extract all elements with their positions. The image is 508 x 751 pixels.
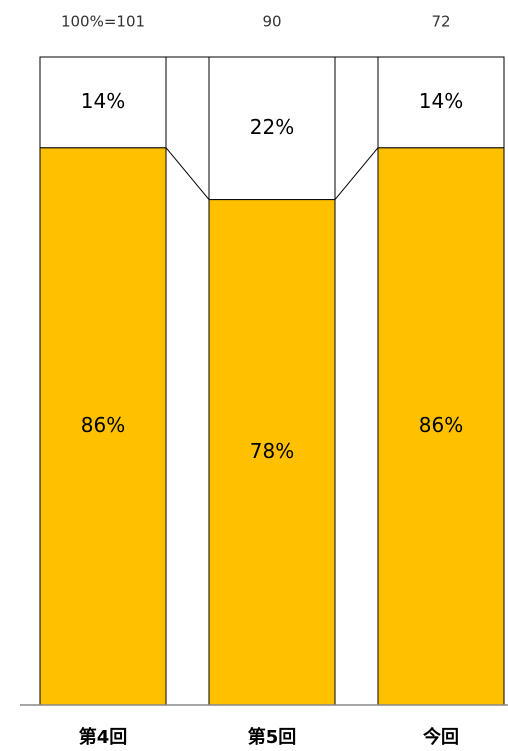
total-label: 90	[262, 13, 281, 31]
bar-segment	[377, 56, 505, 149]
bar-segment	[39, 147, 167, 706]
data-label: 14%	[81, 89, 125, 113]
bar-segment	[208, 56, 336, 201]
data-label: 22%	[250, 115, 294, 139]
data-label: 86%	[419, 413, 463, 437]
total-label: 100%=101	[61, 13, 145, 31]
data-label: 78%	[250, 439, 294, 463]
total-label: 72	[431, 13, 450, 31]
x-tick-label: 今回	[423, 726, 459, 748]
data-label: 14%	[419, 89, 463, 113]
bar-segment	[377, 147, 505, 706]
x-tick-label: 第5回	[248, 726, 297, 748]
connector	[334, 147, 379, 200]
data-label: 86%	[81, 413, 125, 437]
connector	[165, 147, 210, 200]
bar-segment	[39, 56, 167, 149]
x-tick-label: 第4回	[79, 726, 128, 748]
